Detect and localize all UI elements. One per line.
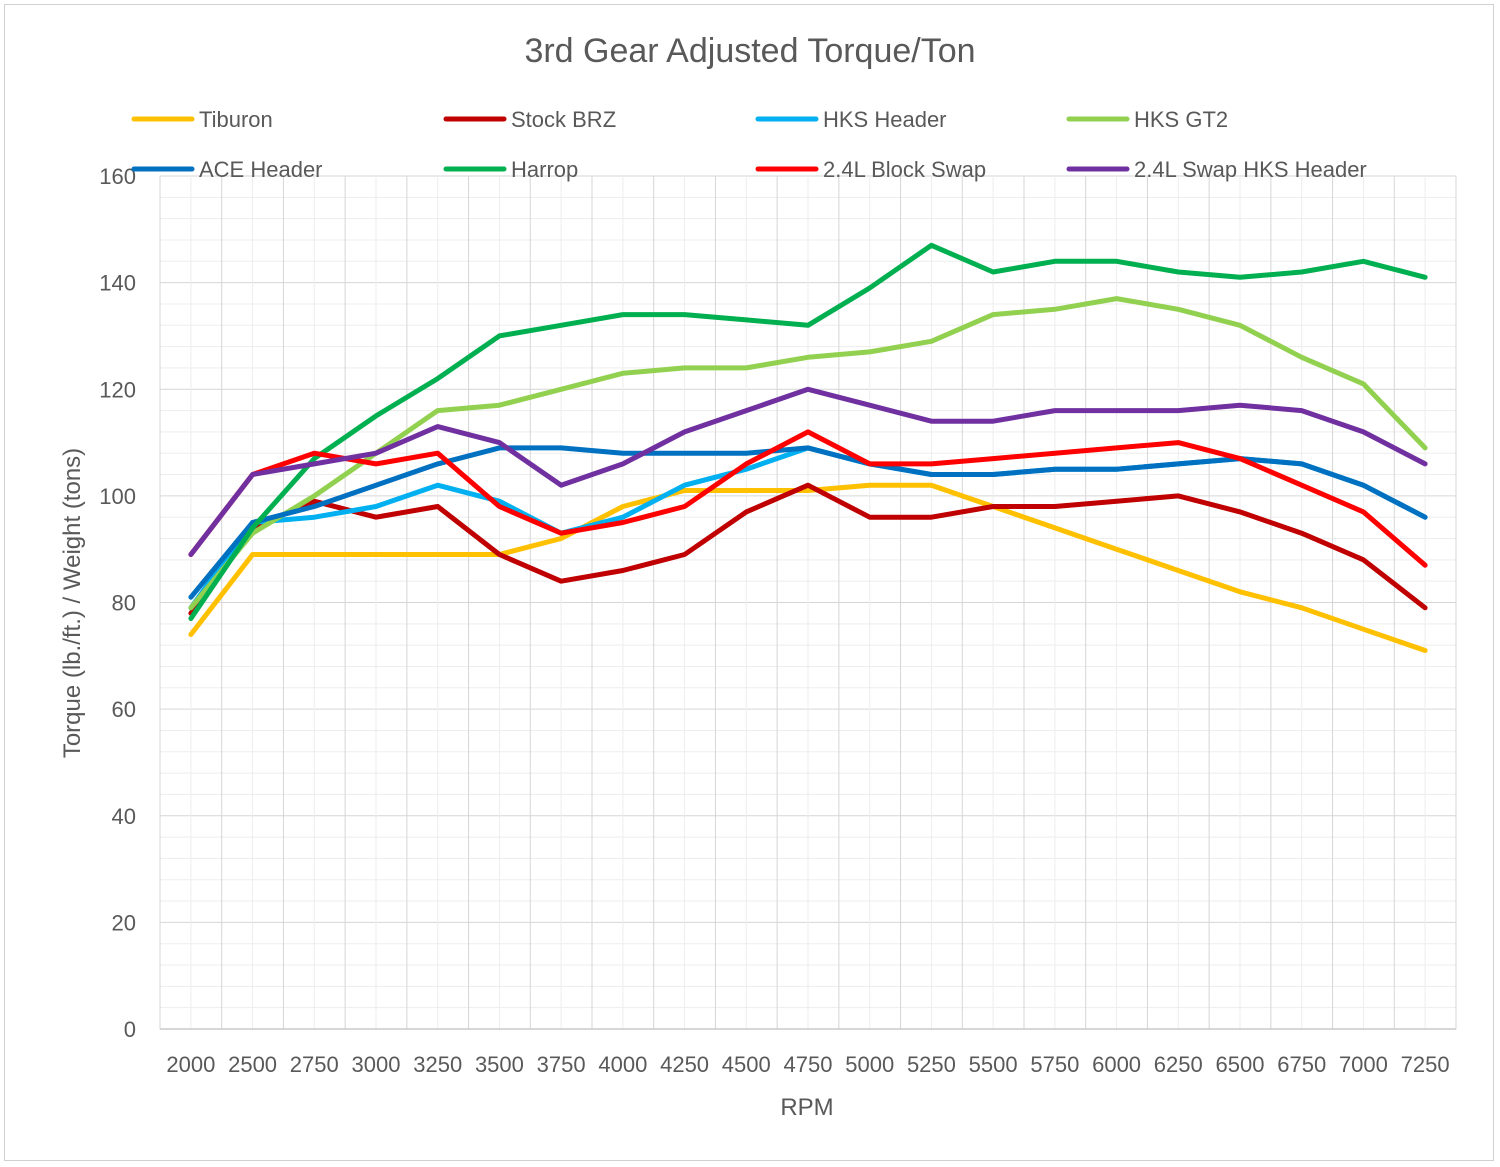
x-tick-label: 3000 xyxy=(352,1052,401,1077)
x-tick-label: 7250 xyxy=(1401,1052,1450,1077)
y-tick-labels: 0 20 40 60 80 100 120 140 160 xyxy=(99,164,136,1042)
y-tick-label: 0 xyxy=(124,1017,136,1042)
y-tick-label: 160 xyxy=(99,164,136,189)
series-line xyxy=(188,386,1428,557)
y-axis-label: Torque (lb./ft.) / Weight (tons) xyxy=(59,448,86,758)
legend-label: Tiburon xyxy=(199,107,273,132)
x-tick-label: 2750 xyxy=(290,1052,339,1077)
series-line xyxy=(188,296,1428,611)
series-line xyxy=(188,445,1428,600)
legend-label: 2.4L Block Swap xyxy=(823,157,986,182)
y-tick-label: 20 xyxy=(112,910,136,935)
y-tick-label: 80 xyxy=(112,591,136,616)
x-tick-label: 6750 xyxy=(1277,1052,1326,1077)
x-tick-label: 4000 xyxy=(598,1052,647,1077)
legend-label: ACE Header xyxy=(199,157,323,182)
x-tick-label: 2000 xyxy=(166,1052,215,1077)
x-tick-labels: 2000 2500 2750 3000 3250 3500 3750 4000 4250 4500… xyxy=(166,1052,1449,1077)
x-tick-label: 7000 xyxy=(1339,1052,1388,1077)
x-tick-label: 3500 xyxy=(475,1052,524,1077)
x-tick-label: 4750 xyxy=(784,1052,833,1077)
x-tick-label: 3250 xyxy=(413,1052,462,1077)
legend-label: 2.4L Swap HKS Header xyxy=(1134,157,1367,182)
y-tick-label: 140 xyxy=(99,271,136,296)
x-tick-label: 5000 xyxy=(845,1052,894,1077)
series-lines xyxy=(188,242,1428,653)
legend-label: Stock BRZ xyxy=(511,107,616,132)
x-tick-label: 6000 xyxy=(1092,1052,1141,1077)
y-tick-label: 100 xyxy=(99,484,136,509)
x-tick-label: 2500 xyxy=(228,1052,277,1077)
chart-title: 3rd Gear Adjusted Torque/Ton xyxy=(524,32,975,70)
x-tick-label: 6500 xyxy=(1216,1052,1265,1077)
legend-label: Harrop xyxy=(511,157,578,182)
series-line xyxy=(188,429,1428,568)
legend-label: HKS GT2 xyxy=(1134,107,1228,132)
x-tick-label: 5250 xyxy=(907,1052,956,1077)
y-tick-label: 120 xyxy=(99,377,136,402)
series-line xyxy=(188,242,1428,621)
legend: Tiburon Stock BRZ HKS Header HKS GT2 ACE Hea… xyxy=(131,107,1367,182)
legend-label: HKS Header xyxy=(823,107,947,132)
chart-frame xyxy=(4,4,1494,1161)
series-line xyxy=(188,482,1428,653)
gridlines xyxy=(159,175,1457,1030)
x-tick-label: 6250 xyxy=(1154,1052,1203,1077)
x-tick-label: 3750 xyxy=(537,1052,586,1077)
y-tick-label: 60 xyxy=(112,697,136,722)
y-tick-label: 40 xyxy=(112,804,136,829)
x-axis-label: RPM xyxy=(780,1094,833,1121)
series-line xyxy=(188,482,1428,616)
x-tick-label: 5750 xyxy=(1030,1052,1079,1077)
x-tick-label: 5500 xyxy=(969,1052,1018,1077)
x-tick-label: 4500 xyxy=(722,1052,771,1077)
x-tick-label: 4250 xyxy=(660,1052,709,1077)
